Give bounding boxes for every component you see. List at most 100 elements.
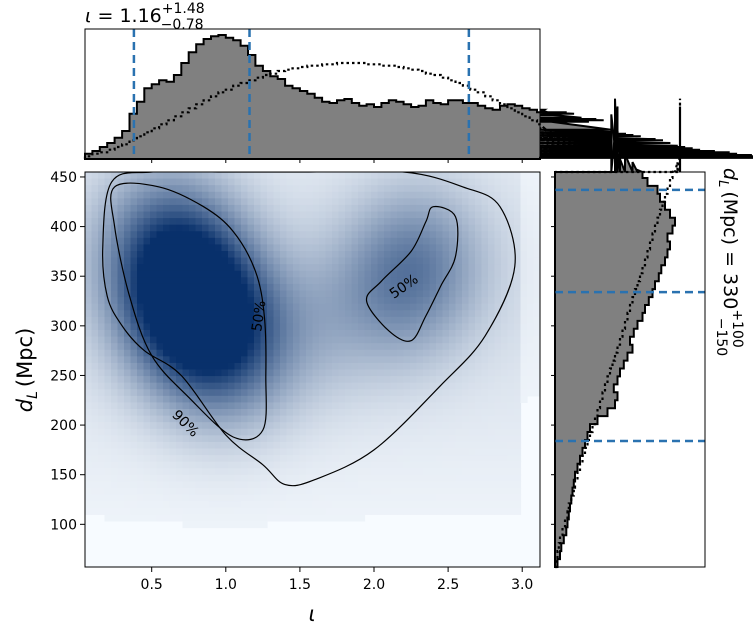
heat-cell	[150, 198, 158, 206]
heat-cell	[436, 422, 444, 430]
heat-cell	[475, 323, 483, 331]
heat-cell	[345, 204, 353, 213]
heat-cell	[85, 488, 93, 496]
heat-cell	[384, 362, 392, 371]
heat-cell	[182, 323, 190, 331]
heat-cell	[195, 185, 203, 193]
heat-cell	[111, 514, 119, 522]
heat-cell	[98, 310, 106, 318]
heat-cell	[384, 303, 392, 311]
heat-cell	[124, 455, 132, 463]
heat-cell	[462, 435, 470, 443]
heat-cell	[98, 277, 106, 285]
heat-cell	[436, 290, 444, 298]
heat-cell	[273, 343, 281, 351]
heat-cell	[234, 343, 242, 351]
heat-cell	[182, 455, 190, 463]
heat-cell	[403, 474, 411, 483]
heat-cell	[377, 185, 385, 193]
heat-cell	[325, 494, 333, 502]
heat-cell	[507, 422, 515, 430]
heat-cell	[397, 369, 405, 377]
heat-cell	[449, 349, 457, 357]
heat-cell	[423, 507, 431, 515]
heat-cell	[481, 474, 489, 483]
heat-cell	[169, 316, 177, 325]
heat-cell	[462, 290, 470, 298]
heat-cell	[156, 204, 164, 213]
heat-cell	[429, 435, 437, 443]
heat-cell	[338, 376, 346, 384]
heat-cell	[208, 330, 216, 338]
heat-cell	[137, 211, 145, 219]
heat-cell	[377, 330, 385, 338]
heat-cell	[286, 441, 294, 450]
heat-cell	[117, 507, 125, 515]
heat-cell	[163, 310, 171, 318]
heat-cell	[351, 369, 359, 377]
heat-cell	[416, 382, 424, 390]
heat-cell	[358, 264, 366, 272]
heat-cell	[468, 211, 476, 219]
heat-cell	[273, 323, 281, 331]
heat-cell	[410, 251, 418, 259]
heat-cell	[423, 376, 431, 384]
heat-cell	[111, 455, 119, 463]
heat-cell	[273, 514, 281, 522]
heat-cell	[364, 356, 372, 364]
heat-cell	[462, 481, 470, 489]
heat-cell	[468, 389, 476, 397]
heat-cell	[130, 303, 138, 311]
heat-cell	[533, 251, 540, 259]
heat-cell	[260, 435, 268, 443]
heat-cell	[358, 488, 366, 496]
heat-cell	[163, 257, 171, 265]
x-axis-ticks: 0.5 1.0 1.5 2.0 2.5 3.0	[141, 567, 533, 593]
heat-cell	[286, 185, 294, 193]
heat-cell	[130, 257, 138, 265]
heat-cell	[449, 343, 457, 351]
heat-cell	[150, 461, 158, 469]
heat-cell	[403, 244, 411, 252]
heat-cell	[267, 382, 275, 390]
heat-cell	[397, 402, 405, 410]
heat-cell	[377, 468, 385, 476]
heat-cell	[208, 264, 216, 272]
heat-cell	[423, 402, 431, 410]
heat-cell	[442, 494, 450, 502]
heat-cell	[325, 270, 333, 278]
heat-cell	[468, 455, 476, 463]
heat-cell	[325, 356, 333, 364]
heat-cell	[494, 474, 502, 483]
heat-cell	[514, 323, 522, 331]
heat-cell	[371, 244, 379, 252]
heat-cell	[293, 211, 301, 219]
heat-cell	[208, 218, 216, 226]
heat-cell	[124, 178, 132, 186]
heat-cell	[85, 244, 93, 252]
heat-cell	[351, 362, 359, 371]
heat-cell	[475, 461, 483, 469]
heat-cell	[98, 178, 106, 186]
heat-cell	[410, 330, 418, 338]
heat-cell	[202, 395, 210, 404]
heat-cell	[345, 257, 353, 265]
heat-cell	[468, 218, 476, 226]
heat-cell	[325, 415, 333, 423]
heat-cell	[267, 336, 275, 344]
heat-cell	[104, 376, 112, 384]
heat-cell	[247, 488, 255, 496]
heat-cell	[325, 264, 333, 272]
heat-cell	[202, 356, 210, 364]
heat-cell	[533, 198, 540, 206]
heat-cell	[182, 494, 190, 502]
heat-cell	[182, 257, 190, 265]
heat-cell	[488, 330, 496, 338]
heat-cell	[481, 422, 489, 430]
heat-cell	[455, 494, 463, 502]
heat-cell	[221, 283, 229, 292]
heat-cell	[91, 461, 99, 469]
heat-cell	[156, 185, 164, 193]
heat-cell	[163, 507, 171, 515]
heat-cell	[293, 409, 301, 417]
